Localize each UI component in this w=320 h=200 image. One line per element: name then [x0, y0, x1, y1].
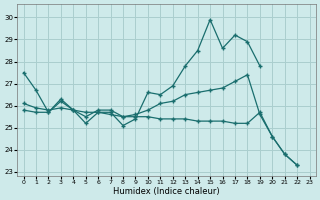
- X-axis label: Humidex (Indice chaleur): Humidex (Indice chaleur): [113, 187, 220, 196]
